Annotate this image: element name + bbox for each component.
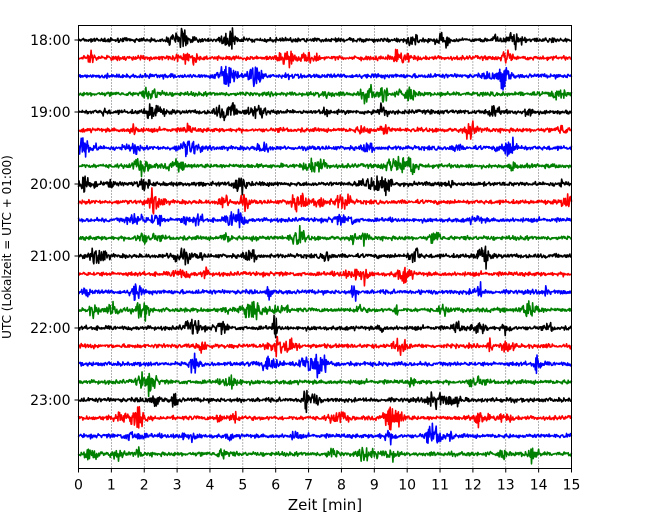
trace-row-2200 [77, 314, 573, 339]
x-tick-label: 3 [173, 478, 182, 494]
trace-row-2245 [77, 371, 573, 398]
x-tick-label: 4 [206, 478, 215, 494]
trace-row-2330 [77, 422, 573, 446]
trace-row-2000 [77, 175, 573, 197]
x-axis: 0 1 2 3 4 5 6 7 8 9 10 11 12 13 14 15 [74, 468, 581, 494]
trace-row-1945 [78, 155, 573, 178]
trace-row-2100 [78, 245, 572, 270]
trace-row-1830 [77, 65, 573, 91]
trace-row-1930 [78, 136, 573, 158]
x-tick-label: 1 [107, 478, 116, 494]
x-tick-label: 10 [398, 478, 416, 494]
x-tick-label: 6 [271, 478, 280, 494]
x-tick-label: 14 [530, 478, 548, 494]
x-tick-label: 8 [337, 478, 346, 494]
x-axis-label: Zeit [min] [288, 496, 362, 514]
trace-row-2130 [78, 281, 573, 302]
y-tick-label: 19:00 [30, 105, 70, 121]
trace-row-2315 [77, 405, 573, 431]
y-axis: 18:00 19:00 20:00 21:00 22:00 23:00 [30, 33, 79, 409]
x-tick-label: 13 [497, 478, 515, 494]
trace-row-1915 [77, 120, 573, 140]
x-tick-label: 12 [464, 478, 482, 494]
x-tick-label: 7 [304, 478, 313, 494]
trace-row-2015 [77, 187, 573, 215]
trace-row-1800 [77, 27, 572, 51]
trace-row-2030 [77, 208, 573, 229]
trace-row-2215 [78, 335, 573, 358]
y-tick-label: 22:00 [30, 321, 70, 337]
trace-row-2345 [77, 446, 573, 465]
x-tick-label: 0 [74, 478, 83, 494]
x-tick-label: 5 [238, 478, 247, 494]
y-tick-label: 21:00 [30, 249, 70, 265]
trace-row-1815 [78, 48, 572, 69]
y-tick-label: 23:00 [30, 393, 70, 409]
y-tick-label: 18:00 [30, 33, 70, 49]
trace-row-1845 [77, 83, 573, 105]
x-tick-label: 11 [431, 478, 449, 494]
x-tick-label: 15 [563, 478, 581, 494]
x-tick-label: 9 [370, 478, 379, 494]
trace-row-2230 [77, 352, 573, 379]
trace-row-2300 [77, 389, 572, 414]
plot-frame [78, 25, 572, 469]
seismic-traces [77, 27, 573, 465]
y-axis-label: UTC (Lokalzeit = UTC + 01:00) [0, 155, 14, 339]
trace-row-2145 [78, 300, 573, 322]
trace-row-1900 [78, 101, 573, 122]
y-tick-label: 20:00 [30, 177, 70, 193]
trace-row-2115 [77, 266, 572, 287]
minute-gridlines [111, 25, 539, 469]
trace-row-2045 [78, 224, 573, 247]
x-tick-label: 2 [140, 478, 149, 494]
